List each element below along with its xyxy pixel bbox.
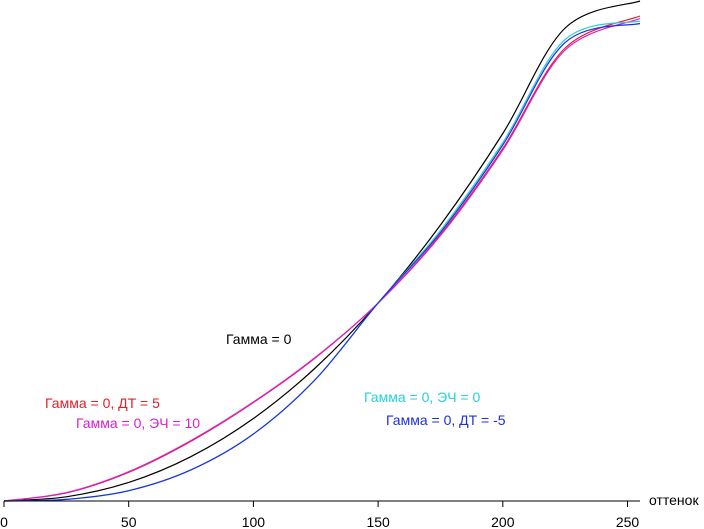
x-tick-label: 0: [0, 514, 8, 529]
x-axis-label: оттенок: [649, 492, 699, 508]
x-tick-label: 200: [491, 514, 515, 529]
annotation-gamma-ech-10: Гамма = 0, ЭЧ = 10: [76, 415, 200, 431]
x-tick-label: 150: [366, 514, 390, 529]
annotation-gamma-0: Гамма = 0: [226, 331, 292, 347]
series-line-2: [3, 17, 641, 502]
annotation-gamma-dt-minus-5: Гамма = 0, ДТ = -5: [386, 412, 506, 428]
x-tick-label: 250: [616, 514, 640, 529]
annotation-gamma-dt-5: Гамма = 0, ДТ = 5: [45, 395, 160, 411]
series-line-4: [3, 22, 641, 502]
x-tick-label: 100: [242, 514, 266, 529]
series-line-0: [3, 0, 641, 502]
x-ticks: 0 50 100 150 200 250: [0, 501, 639, 529]
annotations: Гамма = 0 Гамма = 0, ДТ = 5 Гамма = 0, Э…: [45, 331, 506, 431]
x-tick-label: 50: [121, 514, 137, 529]
annotation-gamma-ech-0: Гамма = 0, ЭЧ = 0: [364, 389, 480, 405]
series-layer: [3, 0, 641, 502]
